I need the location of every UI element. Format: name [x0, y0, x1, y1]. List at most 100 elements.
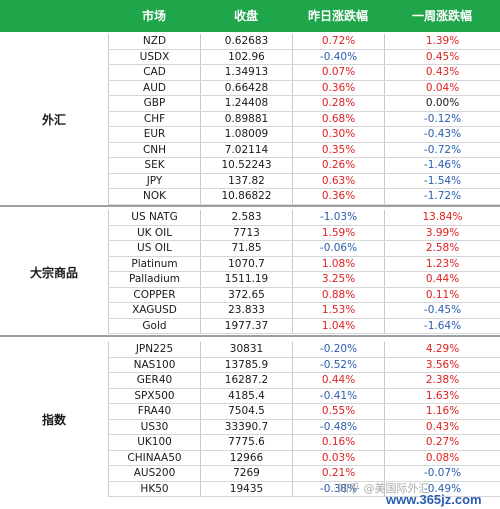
- close-cell: 13785.9: [200, 357, 292, 373]
- market-cell: SEK: [108, 158, 200, 174]
- close-cell: 2.583: [200, 210, 292, 226]
- table-row: NOK 10.86822 0.36% -1.72%: [108, 189, 500, 205]
- daily-change-cell: 0.36%: [292, 189, 384, 205]
- daily-change-cell: 0.35%: [292, 142, 384, 158]
- market-cell: US NATG: [108, 210, 200, 226]
- weekly-change-cell: -1.46%: [384, 158, 500, 174]
- daily-change-cell: 1.04%: [292, 318, 384, 334]
- market-cell: JPN225: [108, 342, 200, 358]
- group-divider: [0, 334, 500, 337]
- daily-change-cell: 0.07%: [292, 65, 384, 81]
- market-cell: Platinum: [108, 256, 200, 272]
- weekly-change-cell: 1.39%: [384, 34, 500, 50]
- table-row: NZD 0.62683 0.72% 1.39%: [108, 34, 500, 50]
- market-cell: NOK: [108, 189, 200, 205]
- group-label: 外汇: [41, 112, 66, 127]
- close-cell: 7713: [200, 225, 292, 241]
- close-cell: 102.96: [200, 49, 292, 65]
- group-indices: 指数 JPN225 30831 -0.20% 4.29% NAS100 13785.9 -0.…: [0, 342, 500, 497]
- weekly-change-cell: 4.29%: [384, 342, 500, 358]
- daily-change-cell: -0.40%: [292, 49, 384, 65]
- table-row: HK50 19435 -0.38% -0.49%: [108, 481, 500, 497]
- daily-change-cell: 0.63%: [292, 173, 384, 189]
- weekly-change-cell: 0.27%: [384, 435, 500, 451]
- daily-change-cell: 0.21%: [292, 466, 384, 482]
- close-cell: 1.08009: [200, 127, 292, 143]
- weekly-change-cell: -1.72%: [384, 189, 500, 205]
- close-cell: 19435: [200, 481, 292, 497]
- table-row: US NATG 2.583 -1.03% 13.84%: [108, 210, 500, 226]
- market-cell: CHF: [108, 111, 200, 127]
- market-cell: XAGUSD: [108, 303, 200, 319]
- table-row: US OIL 71.85 -0.06% 2.58%: [108, 241, 500, 257]
- table-row: SEK 10.52243 0.26% -1.46%: [108, 158, 500, 174]
- close-cell: 7775.6: [200, 435, 292, 451]
- market-cell: AUD: [108, 80, 200, 96]
- group-label: 指数: [41, 413, 66, 427]
- watermark: 知乎 @美国际外汇 www.365jz.com: [326, 478, 500, 508]
- daily-change-cell: -1.03%: [292, 210, 384, 226]
- market-cell: FRA40: [108, 404, 200, 420]
- weekly-change-cell: 0.08%: [384, 450, 500, 466]
- market-cell: NAS100: [108, 357, 200, 373]
- weekly-change-cell: 3.56%: [384, 357, 500, 373]
- close-cell: 0.62683: [200, 34, 292, 50]
- daily-change-cell: 0.03%: [292, 450, 384, 466]
- weekly-change-cell: -0.12%: [384, 111, 500, 127]
- table-row: USDX 102.96 -0.40% 0.45%: [108, 49, 500, 65]
- daily-change-cell: -0.06%: [292, 241, 384, 257]
- market-cell: CNH: [108, 142, 200, 158]
- close-cell: 372.65: [200, 287, 292, 303]
- close-cell: 0.66428: [200, 80, 292, 96]
- market-cell: SPX500: [108, 388, 200, 404]
- daily-change-cell: -0.48%: [292, 419, 384, 435]
- weekly-change-cell: 0.45%: [384, 49, 500, 65]
- market-cell: AUS200: [108, 466, 200, 482]
- market-cell: CHINAA50: [108, 450, 200, 466]
- weekly-change-cell: 1.23%: [384, 256, 500, 272]
- table-row: CAD 1.34913 0.07% 0.43%: [108, 65, 500, 81]
- weekly-change-cell: 1.16%: [384, 404, 500, 420]
- close-cell: 16287.2: [200, 373, 292, 389]
- daily-change-cell: 0.36%: [292, 80, 384, 96]
- table-row: Gold 1977.37 1.04% -1.64%: [108, 318, 500, 334]
- weekly-change-cell: 0.11%: [384, 287, 500, 303]
- weekly-change-cell: 0.43%: [384, 419, 500, 435]
- daily-change-cell: 0.28%: [292, 96, 384, 112]
- close-cell: 1070.7: [200, 256, 292, 272]
- header-market: 市场: [141, 9, 166, 23]
- daily-change-cell: 3.25%: [292, 272, 384, 288]
- close-cell: 1977.37: [200, 318, 292, 334]
- weekly-change-cell: 1.63%: [384, 388, 500, 404]
- table-row: UK OIL 7713 1.59% 3.99%: [108, 225, 500, 241]
- daily-change-cell: 0.44%: [292, 373, 384, 389]
- market-cell: USDX: [108, 49, 200, 65]
- market-cell: GBP: [108, 96, 200, 112]
- table-row: FRA40 7504.5 0.55% 1.16%: [108, 404, 500, 420]
- table-row: SPX500 4185.4 -0.41% 1.63%: [108, 388, 500, 404]
- watermark-attribution: 知乎 @美国际外汇: [338, 482, 430, 495]
- daily-change-cell: -0.52%: [292, 357, 384, 373]
- table-row: Palladium 1511.19 3.25% 0.44%: [108, 272, 500, 288]
- market-cell: JPY: [108, 173, 200, 189]
- close-cell: 1511.19: [200, 272, 292, 288]
- market-cell: COPPER: [108, 287, 200, 303]
- market-cell: EUR: [108, 127, 200, 143]
- watermark-url: www.365jz.com: [386, 492, 482, 507]
- daily-change-cell: 0.26%: [292, 158, 384, 174]
- daily-change-cell: 0.55%: [292, 404, 384, 420]
- table-header: 市场 收盘 昨日涨跌幅 一周涨跌幅: [0, 0, 500, 32]
- header-close: 收盘: [233, 9, 258, 23]
- table-row: JPY 137.82 0.63% -1.54%: [108, 173, 500, 189]
- close-cell: 12966: [200, 450, 292, 466]
- weekly-change-cell: -0.49%: [384, 481, 500, 497]
- close-cell: 33390.7: [200, 419, 292, 435]
- market-cell: NZD: [108, 34, 200, 50]
- group-commodities: 大宗商品 US NATG 2.583 -1.03% 13.84% UK OIL 7713 1.…: [0, 210, 500, 334]
- daily-change-cell: 0.30%: [292, 127, 384, 143]
- close-cell: 71.85: [200, 241, 292, 257]
- daily-change-cell: 1.53%: [292, 303, 384, 319]
- weekly-change-cell: 0.04%: [384, 80, 500, 96]
- table-row: JPN225 30831 -0.20% 4.29%: [108, 342, 500, 358]
- market-cell: UK OIL: [108, 225, 200, 241]
